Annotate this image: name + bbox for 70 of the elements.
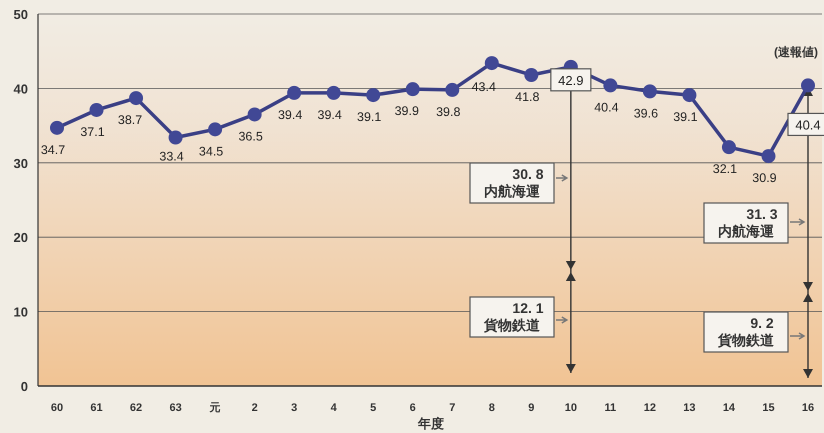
annotation: 9. 2 貨物鉄道 xyxy=(717,315,775,348)
x-tick-label: 9 xyxy=(528,402,534,414)
x-tick-label: 3 xyxy=(291,402,298,414)
x-tick-label: 12 xyxy=(644,402,656,414)
point xyxy=(445,82,460,97)
point xyxy=(642,84,657,98)
y-tick-label: 40 xyxy=(14,81,28,96)
x-tick-label: 11 xyxy=(604,402,616,414)
data-label: 39.1 xyxy=(357,110,382,124)
point xyxy=(801,78,815,92)
x-tick-label: 14 xyxy=(722,402,736,414)
x-tick-label: 60 xyxy=(50,402,64,414)
x-tick-label: 2 xyxy=(252,402,258,414)
point xyxy=(366,88,380,102)
x-tick-label: 16 xyxy=(802,402,814,414)
point xyxy=(524,68,538,82)
data-label: 41.8 xyxy=(515,90,540,104)
annotation: (速報値) xyxy=(774,45,818,59)
data-label: 37.1 xyxy=(80,124,105,139)
data-label: 32.1 xyxy=(712,162,738,176)
point xyxy=(484,56,499,70)
point xyxy=(208,122,222,136)
data-label: 34.7 xyxy=(40,142,66,157)
x-tick-label: 元 xyxy=(208,402,221,414)
y-tick-label: 0 xyxy=(20,379,28,394)
x-tick-label: 10 xyxy=(564,402,577,414)
data-label: 40.4 xyxy=(594,100,619,114)
x-tick-label: 6 xyxy=(410,402,416,414)
data-label: 39.9 xyxy=(394,104,419,118)
point xyxy=(682,88,696,102)
data-label: 34.5 xyxy=(198,144,224,158)
annotation: 12. 1 貨物鉄道 xyxy=(483,300,544,333)
x-axis-title: 年度 xyxy=(417,416,444,431)
point xyxy=(248,107,262,122)
point xyxy=(129,91,144,106)
point xyxy=(90,102,104,117)
data-label: 40.4 xyxy=(795,117,821,132)
data-label: 30.9 xyxy=(752,171,777,186)
annotation: 31. 3 内航海運 xyxy=(718,206,778,239)
point xyxy=(406,82,420,96)
data-label: 39.4 xyxy=(278,108,302,122)
point xyxy=(603,78,618,92)
data-label: 39.1 xyxy=(673,110,698,124)
annotation: 30. 8 内航海運 xyxy=(484,166,544,199)
x-tick-label: 8 xyxy=(488,402,495,414)
x-tick-label: 13 xyxy=(683,402,696,414)
x-tick-label: 4 xyxy=(330,402,338,414)
data-label: 33.4 xyxy=(159,150,184,164)
x-tick-label: 15 xyxy=(762,402,775,414)
point xyxy=(168,130,183,145)
x-tick-label: 7 xyxy=(449,402,456,414)
data-label: 42.9 xyxy=(558,72,584,88)
y-tick-label: 10 xyxy=(14,304,28,320)
data-label: 39.6 xyxy=(634,106,658,120)
x-tick-label: 5 xyxy=(370,402,376,414)
data-label: 36.5 xyxy=(238,129,263,144)
x-tick-label: 61 xyxy=(90,402,103,414)
point xyxy=(722,140,736,154)
y-tick-label: 20 xyxy=(14,230,28,246)
point xyxy=(287,86,302,100)
data-label: 39.4 xyxy=(318,108,342,122)
y-tick-label: 30 xyxy=(14,156,28,171)
x-tick-label: 62 xyxy=(130,402,142,414)
point xyxy=(326,86,341,100)
data-label: 38.7 xyxy=(118,113,142,128)
x-tick-label: 63 xyxy=(169,402,182,414)
point xyxy=(761,149,776,164)
y-tick-label: 50 xyxy=(14,7,28,22)
data-label: 39.8 xyxy=(436,104,460,119)
point xyxy=(50,120,64,135)
